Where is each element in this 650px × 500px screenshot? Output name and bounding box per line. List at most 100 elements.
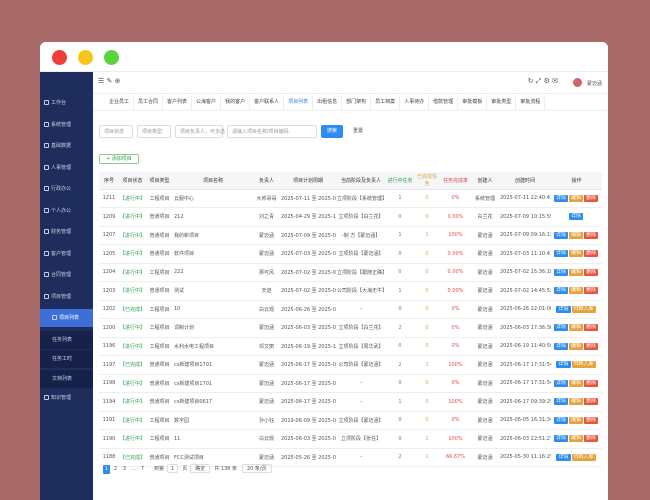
tab[interactable]: 审批流程 <box>516 95 546 110</box>
add-button[interactable]: + 添加项目 <box>99 154 139 164</box>
tab[interactable]: 借款管理 <box>429 95 459 110</box>
action-button[interactable]: 详情 <box>553 342 568 350</box>
page-button[interactable]: ... <box>131 466 136 472</box>
action-button[interactable]: 编辑 <box>568 194 583 202</box>
action-button[interactable]: 删除 <box>584 194 599 202</box>
action-button[interactable]: 编辑 <box>568 324 583 332</box>
action-button[interactable]: 归档入库 <box>571 361 596 369</box>
tab[interactable]: 我的客户 <box>221 95 251 110</box>
action-button[interactable]: 详情 <box>556 453 571 461</box>
action-button[interactable]: 详情 <box>553 194 568 202</box>
action-button[interactable]: 删除 <box>584 398 599 406</box>
action-button[interactable]: 编辑 <box>568 416 583 424</box>
tab[interactable]: 公海客户 <box>192 95 222 110</box>
keyword-input[interactable]: 请输入项目名称/项目编码 <box>227 125 317 138</box>
filter-select[interactable]: 项目状态 <box>99 125 133 138</box>
menu-item[interactable]: 财务管理 <box>40 223 93 241</box>
action-button[interactable]: 删除 <box>584 268 599 276</box>
confirm-button[interactable]: 确定 <box>190 464 211 473</box>
table-cell: 蒙迈涵 <box>471 244 499 264</box>
action-button[interactable]: 删除 <box>584 250 599 258</box>
action-button[interactable]: 详情 <box>568 213 583 221</box>
tab[interactable]: 客户联系人 <box>250 95 285 110</box>
menu-item[interactable]: 行政办公 <box>40 180 93 198</box>
reset-button[interactable]: 重置 <box>353 128 364 134</box>
goto-input[interactable]: 1 <box>167 464 179 473</box>
page-button[interactable]: 7 <box>140 466 145 472</box>
action-button[interactable]: 详情 <box>553 416 568 424</box>
action-button[interactable]: 详情 <box>553 324 568 332</box>
close-button[interactable] <box>52 50 67 65</box>
menu-icon <box>44 207 49 213</box>
action-button[interactable]: 删除 <box>584 324 599 332</box>
menu-item[interactable]: 任务列表 <box>40 330 93 349</box>
table-cell: 公司阶段【大海无牛】 <box>336 281 386 301</box>
action-button[interactable]: 详情 <box>556 305 571 313</box>
action-button[interactable]: 编辑 <box>568 379 583 387</box>
search-button[interactable]: 搜索 <box>321 125 344 138</box>
tab[interactable]: 人事待办 <box>400 95 430 110</box>
action-button[interactable]: 删除 <box>584 416 599 424</box>
action-button[interactable]: 删除 <box>584 379 599 387</box>
action-button[interactable]: 编辑 <box>568 342 583 350</box>
filter-select[interactable]: 项目负责人，可多选 <box>175 125 225 138</box>
menu-item[interactable]: 基础数据 <box>40 137 93 155</box>
action-button[interactable]: 详情 <box>556 361 571 369</box>
menu-item[interactable]: 知识管理 <box>40 389 93 407</box>
action-button[interactable]: 删除 <box>584 287 599 295</box>
menu-item[interactable]: 项目管理 <box>40 288 93 306</box>
tab[interactable]: 部门架构 <box>342 95 372 110</box>
menu-item[interactable]: 客户管理 <box>40 245 93 263</box>
action-button[interactable]: 编辑 <box>568 398 583 406</box>
action-button[interactable]: 归档入库 <box>571 305 596 313</box>
action-button[interactable]: 编辑 <box>568 435 583 443</box>
action-button[interactable]: 编辑 <box>568 268 583 276</box>
menu-item[interactable]: 人事管理 <box>40 159 93 177</box>
menu-item[interactable]: 文档列表 <box>40 369 93 388</box>
tab[interactable]: 出租信息 <box>313 95 343 110</box>
menu-item[interactable]: 个人办公 <box>40 202 93 220</box>
tab[interactable]: 客户列表 <box>163 95 193 110</box>
action-button[interactable]: 删除 <box>584 435 599 443</box>
action-button[interactable]: 详情 <box>553 398 568 406</box>
tab[interactable]: 审批类型 <box>487 95 517 110</box>
action-button[interactable]: 归档入库 <box>571 453 596 461</box>
menu-item[interactable]: 项目列表 <box>40 309 93 327</box>
table-row: 1188 【已完成】 普通项目 FCC测试项目 蒙迈涵 2025-05-26 至 2025… <box>99 448 602 467</box>
tab[interactable]: 审批模板 <box>458 95 488 110</box>
minimize-button[interactable] <box>78 50 93 65</box>
action-button[interactable]: 详情 <box>553 231 568 239</box>
menu-item[interactable]: 任务工时 <box>40 350 93 368</box>
maximize-button[interactable] <box>104 50 119 65</box>
tab[interactable]: 企业员工 <box>105 95 135 110</box>
user-name[interactable]: 蒙迈涵 <box>586 81 602 87</box>
page-button[interactable]: 3 <box>122 466 127 472</box>
action-button[interactable]: 详情 <box>553 250 568 258</box>
action-button[interactable]: 编辑 <box>568 231 583 239</box>
tool-icons[interactable]: ↻ ⤢ ⚙ ✉ <box>527 77 558 85</box>
action-button[interactable]: 删除 <box>584 342 599 350</box>
avatar[interactable] <box>573 78 582 87</box>
table-cell: 工程项目 <box>146 318 173 338</box>
menu-label: 项目管理 <box>51 293 72 300</box>
menu-icon[interactable]: ☰ ✎ ⊕ <box>98 77 121 85</box>
action-button[interactable]: 详情 <box>553 287 568 295</box>
tab[interactable]: 员工档案 <box>371 95 401 110</box>
action-button[interactable]: 删除 <box>584 231 599 239</box>
page-button[interactable]: 2 <box>113 466 118 472</box>
action-button[interactable]: 详情 <box>553 268 568 276</box>
menu-item[interactable]: 合同管理 <box>40 266 93 284</box>
action-button[interactable]: 编辑 <box>568 287 583 295</box>
filter-select[interactable]: 项目类型 <box>137 125 171 138</box>
action-button[interactable]: 详情 <box>553 379 568 387</box>
page-size[interactable]: 20 条/页 <box>241 464 272 473</box>
action-button[interactable]: 编辑 <box>568 250 583 258</box>
total: 共 138 条 <box>214 466 237 472</box>
menu-item[interactable]: 系统管理 <box>40 116 93 134</box>
action-button[interactable]: 详情 <box>553 435 568 443</box>
tab[interactable]: 项目列表 <box>284 95 314 110</box>
page-button[interactable]: 1 <box>103 465 110 474</box>
menu-item[interactable]: 工作台 <box>40 94 93 112</box>
tab[interactable]: 员工合同 <box>134 95 164 110</box>
